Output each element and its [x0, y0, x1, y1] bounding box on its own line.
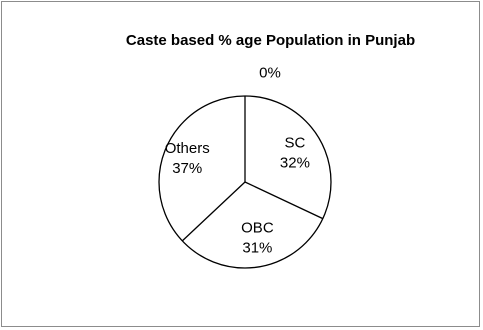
slice-value-label: 31%: [242, 240, 272, 257]
slice-label-others: Others 37%: [165, 140, 210, 177]
slice-category-label: SC: [285, 135, 306, 152]
pie-slice-others-edge: [181, 181, 246, 242]
slice-value-label: 0%: [259, 65, 281, 82]
slice-value-label: 37%: [172, 160, 202, 177]
slice-label-zero: 0%: [259, 65, 281, 82]
chart-title: Caste based % age Population in Punjab: [125, 32, 416, 49]
pie-slice-obc-edge: [244, 181, 324, 220]
slice-label-sc: SC 32%: [280, 135, 310, 172]
slice-value-label: 32%: [280, 155, 310, 172]
slice-label-obc: OBC 31%: [241, 220, 274, 257]
slice-category-label: Others: [165, 140, 210, 157]
slice-category-label: OBC: [241, 220, 274, 237]
